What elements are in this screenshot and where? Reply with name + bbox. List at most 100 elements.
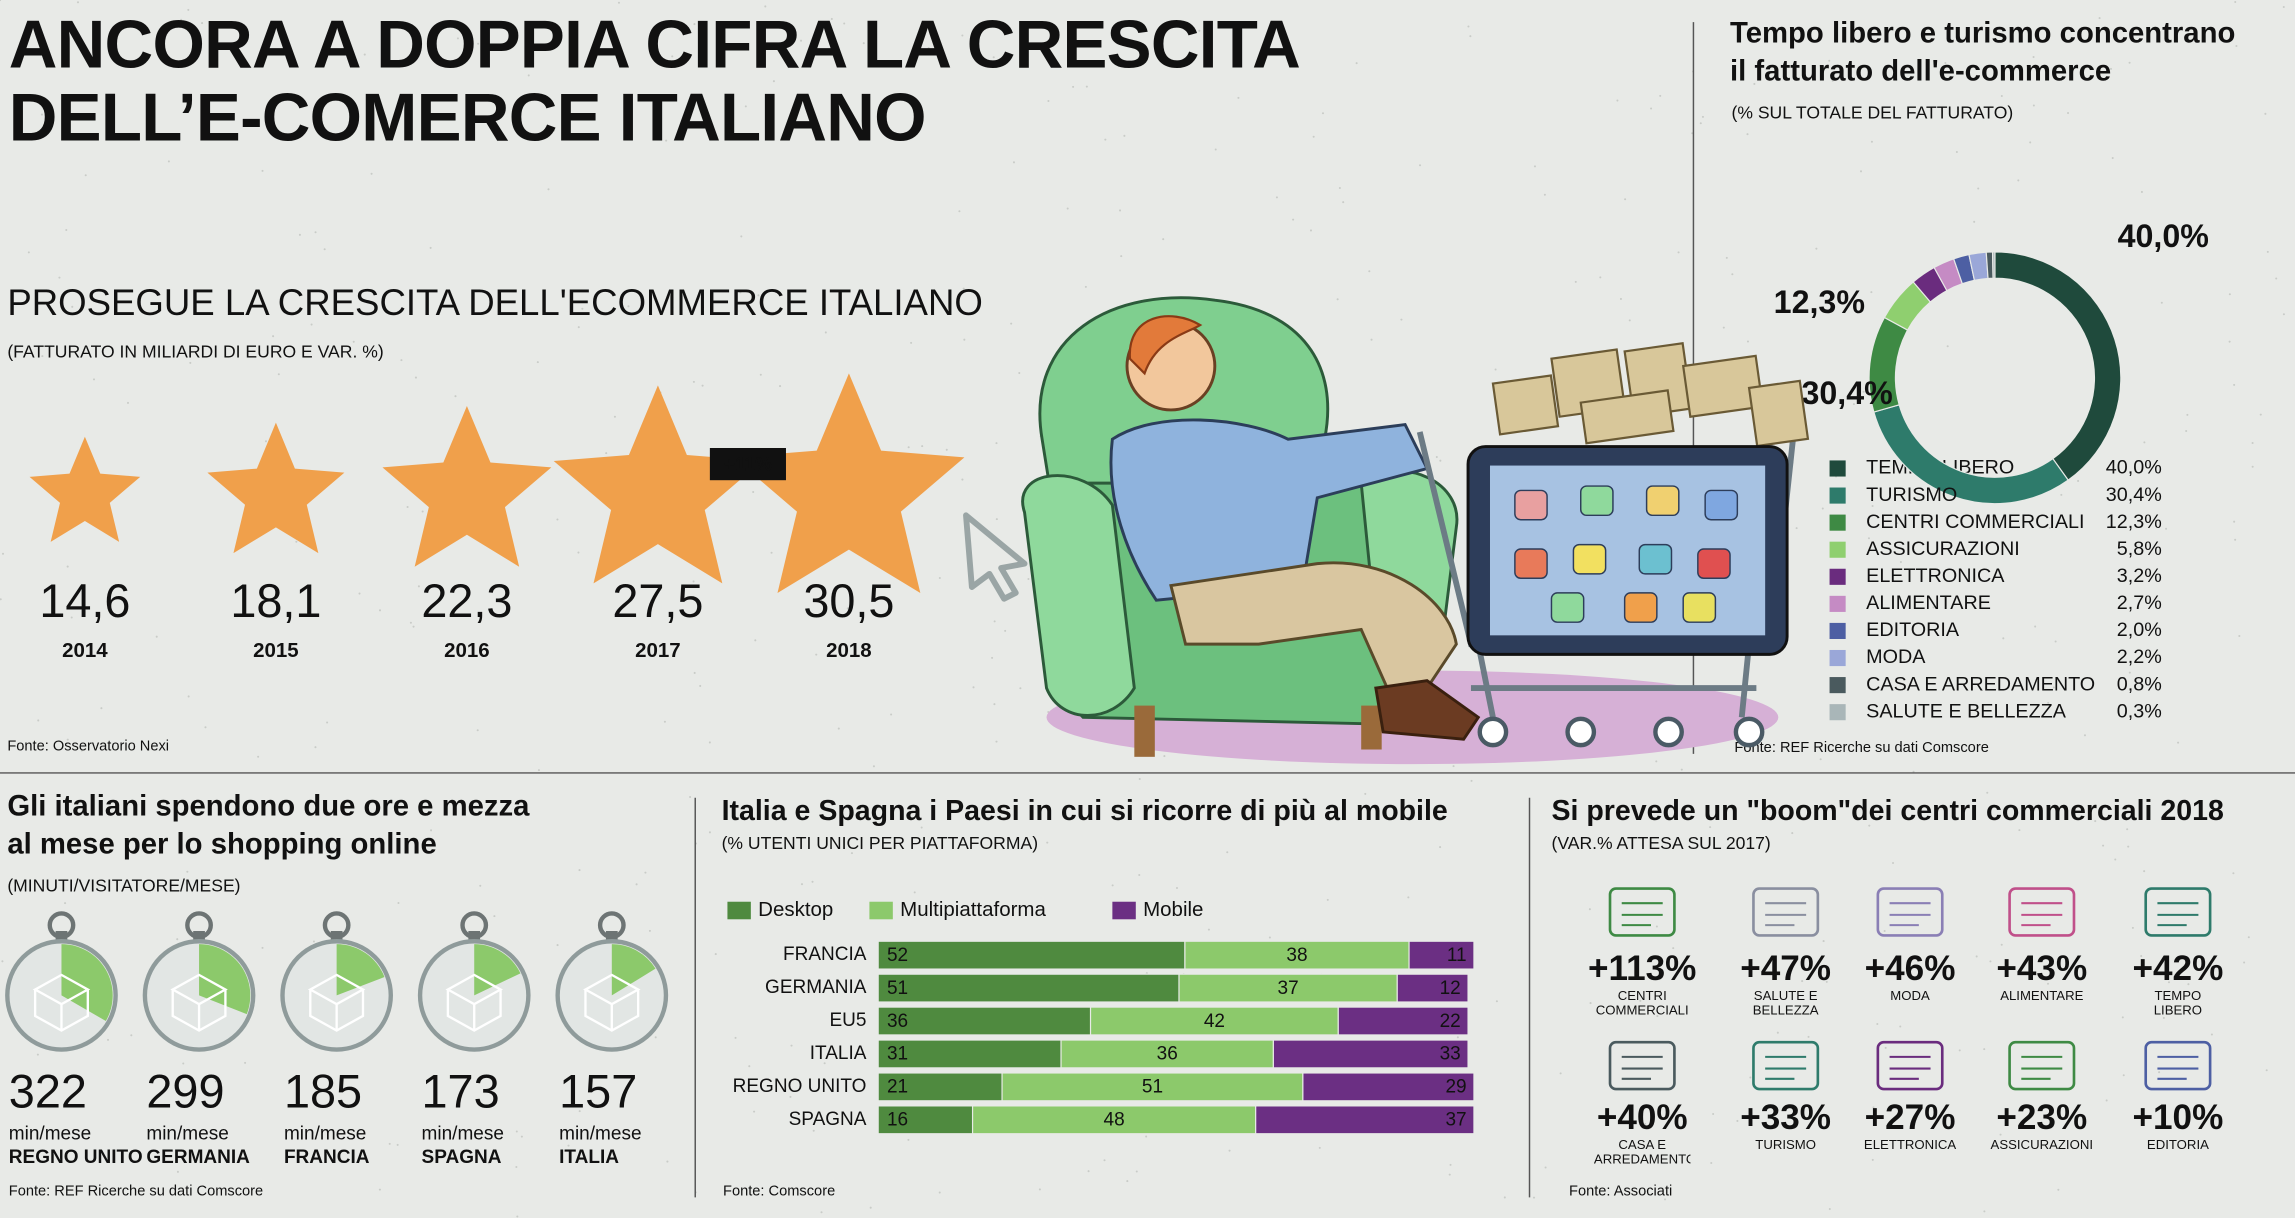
legend-swatch	[1112, 901, 1136, 920]
speckle	[553, 129, 556, 132]
category-label: SALUTE E BELLEZZA	[1752, 988, 1819, 1018]
speckle	[1318, 1146, 1321, 1149]
speckle	[2234, 538, 2237, 541]
speckle	[2094, 820, 2097, 823]
speckle	[201, 22, 204, 25]
hair	[1128, 315, 1203, 376]
speckle	[126, 401, 130, 404]
speckle	[1821, 507, 1824, 510]
icon	[2144, 1040, 2212, 1091]
speckle	[1753, 82, 1756, 85]
speckle	[2259, 413, 2262, 416]
value-label: 52	[887, 945, 908, 966]
speckle	[1822, 940, 1825, 943]
speckle	[1664, 1198, 1667, 1201]
speckle	[613, 415, 616, 418]
speckle	[578, 1110, 581, 1113]
value-label: 27,5	[612, 575, 703, 627]
legend-swatch	[869, 901, 893, 920]
speckle	[2128, 671, 2131, 674]
chart-title-box: Tempo libero e turismo concentrano il fa…	[1730, 18, 2235, 88]
speckle	[945, 448, 948, 451]
speckle	[454, 395, 457, 398]
gauge-knob	[597, 911, 626, 940]
speckle	[1749, 1076, 1752, 1079]
speckle	[1226, 851, 1229, 854]
speckle	[556, 944, 559, 947]
speckle	[1712, 1112, 1715, 1116]
speckle	[1018, 372, 1021, 375]
speckle	[1983, 1210, 1986, 1213]
icon-detail	[2021, 1055, 2063, 1080]
chart-subtitle: (% SUL TOTALE DEL FATTURATO)	[1731, 102, 2014, 124]
speckle	[1435, 456, 1438, 459]
speckle	[241, 64, 244, 67]
speckle	[1019, 687, 1022, 690]
year-label: 2016	[444, 639, 490, 662]
app-icon	[1682, 592, 1717, 623]
speckle	[414, 376, 417, 379]
speckle	[663, 720, 666, 723]
icon-detail	[1621, 902, 1663, 927]
chart-subtitle: (VAR.% ATTESA SUL 2017)	[1551, 832, 1771, 854]
category-label-box: SALUTE E BELLEZZA	[1752, 988, 1819, 1018]
legend-swatch	[1829, 704, 1846, 721]
speckle	[913, 891, 916, 894]
speckle	[993, 703, 996, 706]
speckle	[1862, 390, 1865, 393]
speckle	[80, 749, 83, 752]
speckle	[272, 335, 275, 338]
app-icon	[1697, 548, 1731, 579]
speckle	[2140, 955, 2143, 958]
gauge-wedge	[611, 944, 656, 996]
speckle	[635, 883, 638, 886]
speckle	[1655, 925, 1658, 928]
speckle	[70, 616, 73, 619]
speckle	[2143, 870, 2146, 873]
donut-segment	[1985, 251, 1994, 280]
legend-label: Multipiattaforma	[900, 898, 1046, 921]
donut-segment	[1994, 251, 2122, 481]
speckle	[995, 740, 998, 743]
speckle	[666, 1160, 669, 1163]
chart-title-box: PROSEGUE LA CRESCITA DELL'ECOMMERCE ITAL…	[7, 283, 983, 324]
source: Fonte: REF Ricerche su dati Comscore	[1734, 740, 1988, 756]
speckle	[770, 551, 773, 554]
unit-label: min/mese	[146, 1123, 228, 1144]
donut-segment	[1991, 251, 1996, 279]
legend-swatch	[727, 901, 751, 920]
speckle	[846, 607, 849, 610]
value-label: 48	[1104, 1110, 1125, 1131]
speckle	[1559, 1072, 1562, 1075]
value-label: 38	[1286, 945, 1307, 966]
speckle	[187, 8, 190, 11]
speckle	[2128, 61, 2131, 64]
app-icon	[1580, 485, 1614, 517]
chart-title: Italia e Spagna i Paesi in cui si ricorr…	[722, 795, 1448, 827]
speckle	[1701, 115, 1704, 118]
speckle	[1628, 319, 1631, 322]
legend-swatch	[1829, 460, 1846, 477]
speckle	[2228, 340, 2231, 343]
speckle	[972, 686, 975, 689]
speckle	[2054, 640, 2057, 643]
speckle	[214, 1080, 217, 1083]
speckle	[2002, 637, 2005, 640]
speckle	[1656, 1015, 1659, 1018]
speckle	[1400, 318, 1403, 321]
value-label: 18,1	[230, 575, 321, 627]
speckle	[692, 580, 695, 583]
speckle	[182, 1062, 185, 1065]
speckle	[2210, 1033, 2213, 1036]
speckle	[1355, 62, 1358, 65]
speckle	[869, 1206, 872, 1209]
speckle	[2160, 301, 2163, 304]
speckle	[644, 871, 647, 874]
bar-segment	[1184, 940, 1410, 970]
speckle	[820, 1211, 823, 1214]
box-icon	[307, 973, 366, 1032]
speckle	[244, 1061, 247, 1064]
speckle	[627, 305, 630, 308]
category-label-box: ASSICURAZIONI	[1991, 1137, 2093, 1152]
speckle	[1725, 256, 1728, 259]
